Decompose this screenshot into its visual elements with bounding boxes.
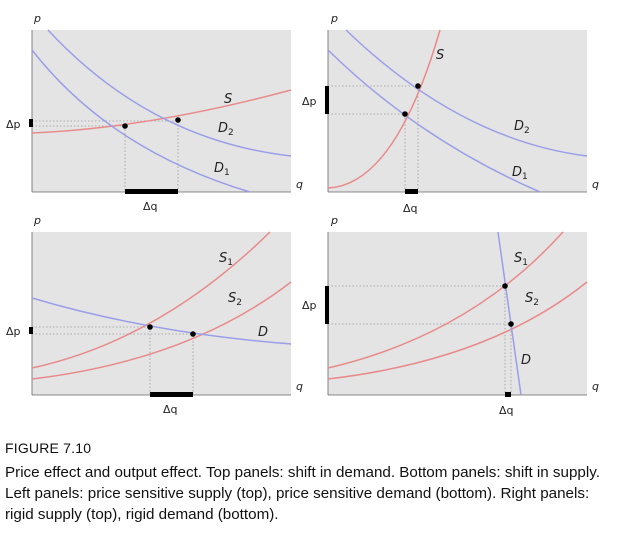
delta-p-label: Δp — [302, 95, 317, 108]
demand-curve-d — [497, 231, 522, 396]
label-d2: D2 — [218, 121, 234, 138]
delta-p-marker — [29, 119, 33, 127]
delta-p-marker — [325, 86, 329, 114]
delta-q-label: Δq — [403, 202, 418, 215]
equilibrium-point-2 — [190, 331, 196, 337]
plot-area — [32, 30, 291, 192]
supply-curve-s2 — [327, 281, 588, 380]
equilibrium-point-2 — [415, 83, 421, 89]
label-s1: S1 — [219, 251, 233, 268]
label-d: D — [521, 353, 531, 368]
supply-curve-s1 — [31, 231, 271, 369]
supply-curve-s — [327, 29, 441, 189]
equilibrium-point-1 — [147, 324, 153, 330]
demand-curve-d — [31, 297, 292, 345]
guide-lines — [32, 120, 179, 192]
y-axis-label: p — [330, 214, 338, 227]
panel-bottom-left: p q Δp Δq S1 S2 D — [6, 214, 303, 416]
label-d2: D2 — [514, 119, 530, 136]
x-axis-label: q — [296, 380, 303, 393]
delta-q-marker — [125, 189, 178, 194]
caption-text: Price effect and output effect. Top pane… — [5, 464, 600, 523]
supply-curve-s1 — [327, 231, 564, 369]
label-d1: D1 — [214, 161, 230, 178]
guide-lines — [328, 285, 512, 395]
y-axis-label: p — [33, 12, 41, 25]
label-s: S — [224, 92, 232, 107]
panel-bottom-right: p q Δp Δq S1 S2 D — [302, 214, 599, 417]
label-d1: D1 — [512, 165, 528, 182]
figure-label: FIGURE 7.10 — [5, 440, 92, 456]
delta-q-label: Δq — [163, 403, 178, 416]
panel-top-right: p q Δp Δq S D2 D1 — [302, 12, 599, 215]
y-axis-label: p — [330, 12, 338, 25]
plot-area — [328, 30, 587, 192]
supply-curve-s — [31, 89, 292, 134]
equilibrium-point-1 — [402, 111, 408, 117]
label-s2: S2 — [525, 291, 539, 308]
supply-curve-s2 — [31, 281, 292, 380]
equilibrium-point-1 — [122, 123, 128, 129]
label-s2: S2 — [228, 291, 242, 308]
label-d: D — [258, 325, 268, 340]
demand-curve-d1 — [327, 49, 541, 193]
label-s: S — [436, 48, 444, 63]
equilibrium-point-1 — [502, 283, 508, 289]
demand-curve-d2 — [47, 29, 292, 157]
equilibrium-point-2 — [508, 321, 514, 327]
panel-top-left: p q Δp Δq S D2 D1 — [6, 12, 303, 213]
figure-panels: p q Δp Δq S D2 D1 p q Δp Δq — [6, 12, 599, 417]
figure-caption: FIGURE 7.10 Price effect and output effe… — [5, 440, 617, 525]
guide-lines — [32, 326, 194, 395]
plot-area — [32, 232, 291, 395]
guide-lines — [328, 85, 419, 192]
delta-q-marker — [505, 392, 511, 397]
delta-p-label: Δp — [6, 325, 21, 338]
delta-q-label: Δq — [499, 404, 514, 417]
demand-curve-d2 — [345, 29, 588, 157]
plot-area — [328, 232, 587, 395]
y-axis-label: p — [33, 214, 41, 227]
delta-p-label: Δp — [302, 299, 317, 312]
x-axis-label: q — [592, 178, 599, 191]
delta-p-marker — [29, 327, 33, 334]
equilibrium-point-2 — [175, 117, 181, 123]
delta-p-marker — [325, 286, 329, 324]
x-axis-label: q — [592, 380, 599, 393]
delta-q-marker — [405, 189, 418, 194]
delta-p-label: Δp — [6, 118, 21, 131]
delta-q-marker — [150, 392, 193, 397]
demand-curve-d1 — [31, 49, 251, 193]
x-axis-label: q — [296, 178, 303, 191]
delta-q-label: Δq — [143, 200, 158, 213]
label-s1: S1 — [514, 251, 528, 268]
